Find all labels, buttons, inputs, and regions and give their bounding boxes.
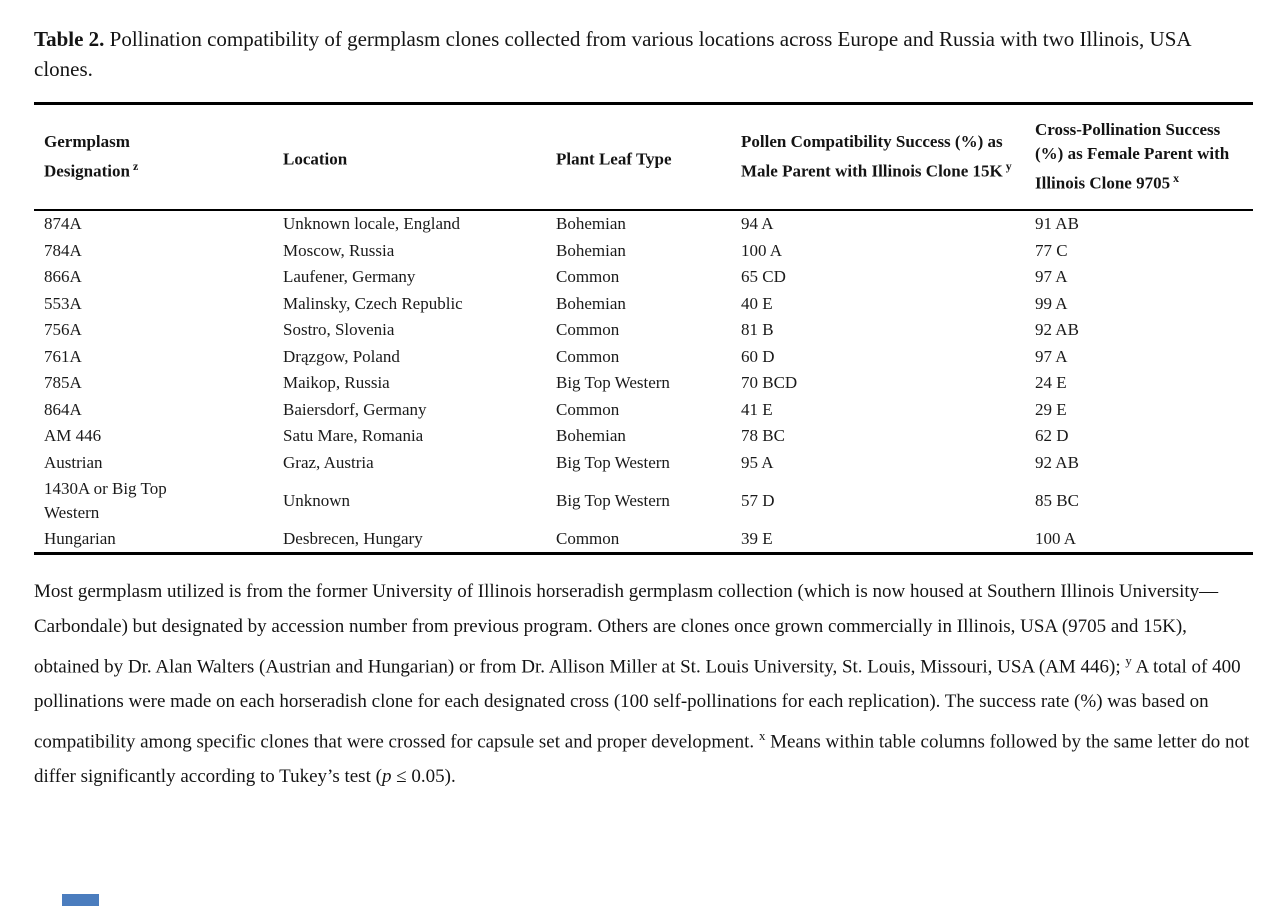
table-cell: 95 A <box>741 452 774 472</box>
table-cell: Satu Mare, Romania <box>283 426 424 446</box>
table-row: 785A Maikop, Russia Big Top Western 70 BCD 2… <box>34 370 1253 397</box>
table-cell: 785A <box>44 373 82 393</box>
table-cell: Drązgow, Poland <box>283 346 400 366</box>
table-cell: Desbrecen, Hungary <box>283 529 423 549</box>
table-cell: 553A <box>44 293 82 313</box>
table-cell: Bohemian <box>556 214 626 234</box>
document-page: Table 2. Pollination compatibility of ge… <box>34 24 1253 795</box>
footnote-italic: p <box>381 766 392 788</box>
table-cell: Big Top Western <box>556 490 670 510</box>
table-cell: Sostro, Slovenia <box>283 320 395 340</box>
table-row: 553A Malinsky, Czech Republic Bohemian 40 E… <box>34 290 1253 317</box>
table-cell: 100 A <box>741 240 783 260</box>
table-cell: 1430A or Big Top Western <box>44 479 167 522</box>
table-cell: Unknown locale, England <box>283 214 461 234</box>
table-row: 874A Unknown locale, England Bohemian 94 A 9… <box>34 210 1253 238</box>
table-row: 756A Sostro, Slovenia Common 81 B 92 AB <box>34 317 1253 344</box>
footnote-text: Most germplasm utilized is from the form… <box>34 575 1253 795</box>
table-cell: Bohemian <box>556 293 626 313</box>
table-cell: 24 E <box>1035 373 1067 393</box>
table-cell: 85 BC <box>1035 490 1079 510</box>
table-cell: 94 A <box>741 214 774 234</box>
column-header-location: Location <box>273 103 546 211</box>
table-cell: 866A <box>44 267 82 287</box>
column-header-pollen-compatibility: Pollen Compatibility Success (%) as Male… <box>731 103 1025 211</box>
table-cell: Laufener, Germany <box>283 267 416 287</box>
footnote-segment: Most germplasm utilized is from the form… <box>34 581 1219 678</box>
table-row: Hungarian Desbrecen, Hungary Common 39 E 100… <box>34 526 1253 554</box>
table-cell: Baiersdorf, Germany <box>283 399 427 419</box>
column-header-germplasm-designation: Germplasm Designation z <box>34 103 273 211</box>
table-caption-label: Table 2. <box>34 27 105 51</box>
table-caption-text: Pollination compatibility of germplasm c… <box>34 27 1191 81</box>
table-cell: Common <box>556 399 620 419</box>
table-cell: 784A <box>44 240 82 260</box>
table-cell: 81 B <box>741 320 774 340</box>
footnote-marker-x: x <box>1173 171 1180 185</box>
footnote-marker-y: y <box>1005 159 1012 173</box>
table-row: 761A Drązgow, Poland Common 60 D 97 A <box>34 343 1253 370</box>
table-row: 1430A or Big Top Western Unknown Big Top W… <box>34 476 1253 526</box>
table-cell: Common <box>556 346 620 366</box>
footnote-segment: ≤ 0.05). <box>391 766 456 788</box>
table-row: Austrian Graz, Austria Big Top Western 95 A… <box>34 449 1253 476</box>
table-body: 874A Unknown locale, England Bohemian 94 A 9… <box>34 210 1253 554</box>
table-row: 784A Moscow, Russia Bohemian 100 A 77 C <box>34 237 1253 264</box>
table-cell: 40 E <box>741 293 773 313</box>
column-header-cross-pollination: Cross-Pollination Success (%) as Female … <box>1025 103 1253 211</box>
table-cell: 70 BCD <box>741 373 798 393</box>
table-cell: 761A <box>44 346 82 366</box>
table-cell: Graz, Austria <box>283 452 374 472</box>
table-row: AM 446 Satu Mare, Romania Bohemian 78 BC 62 … <box>34 423 1253 450</box>
table-cell: 78 BC <box>741 426 785 446</box>
table-cell: Bohemian <box>556 240 626 260</box>
table-cell: AM 446 <box>44 426 102 446</box>
footnote-superscript: x <box>758 728 766 744</box>
table-cell: Hungarian <box>44 529 116 549</box>
table-cell: 756A <box>44 320 82 340</box>
table-row: 866A Laufener, Germany Common 65 CD 97 A <box>34 264 1253 291</box>
table-header-row: Germplasm Designation z Location Plant Le… <box>34 103 1253 211</box>
table-cell: 41 E <box>741 399 773 419</box>
clipped-blue-artifact <box>62 894 99 906</box>
table-cell: Common <box>556 267 620 287</box>
table-header: Germplasm Designation z Location Plant Le… <box>34 103 1253 211</box>
table-cell: 100 A <box>1035 529 1077 549</box>
table-cell: Big Top Western <box>556 452 670 472</box>
footnote-marker-z: z <box>132 159 139 173</box>
table-cell: 92 AB <box>1035 320 1079 340</box>
compatibility-table: Germplasm Designation z Location Plant Le… <box>34 102 1253 556</box>
table-cell: Moscow, Russia <box>283 240 395 260</box>
table-cell: 97 A <box>1035 346 1068 366</box>
table-cell: 77 C <box>1035 240 1068 260</box>
table-cell: 92 AB <box>1035 452 1079 472</box>
column-header-plant-leaf-type: Plant Leaf Type <box>546 103 731 211</box>
table-cell: 99 A <box>1035 293 1068 313</box>
footnote-segment: A total of 400 pollinations were made on… <box>34 656 1241 753</box>
table-cell: Common <box>556 529 620 549</box>
table-cell: 29 E <box>1035 399 1067 419</box>
table-cell: Malinsky, Czech Republic <box>283 293 463 313</box>
table-caption: Table 2. Pollination compatibility of ge… <box>34 24 1253 84</box>
table-cell: Austrian <box>44 452 103 472</box>
table-cell: 65 CD <box>741 267 786 287</box>
footnote-superscript: y <box>1125 653 1132 669</box>
table-cell: Maikop, Russia <box>283 373 390 393</box>
footnote-segment: Means within table columns followed by t… <box>34 731 1250 788</box>
table-cell: Unknown <box>283 490 351 510</box>
table-cell: 97 A <box>1035 267 1068 287</box>
table-cell: 60 D <box>741 346 775 366</box>
table-cell: 62 D <box>1035 426 1069 446</box>
table-cell: Big Top Western <box>556 373 670 393</box>
table-cell: Common <box>556 320 620 340</box>
table-cell: 91 AB <box>1035 214 1079 234</box>
table-cell: Bohemian <box>556 426 626 446</box>
table-cell: 57 D <box>741 490 775 510</box>
table-cell: 874A <box>44 214 82 234</box>
table-row: 864A Baiersdorf, Germany Common 41 E 29 E <box>34 396 1253 423</box>
table-cell: 39 E <box>741 529 773 549</box>
table-cell: 864A <box>44 399 82 419</box>
